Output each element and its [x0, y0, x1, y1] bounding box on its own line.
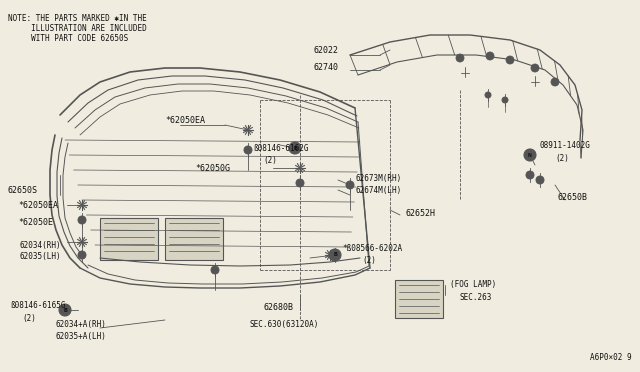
Circle shape — [329, 249, 341, 261]
Circle shape — [524, 149, 536, 161]
Text: *62050G: *62050G — [195, 164, 230, 173]
Text: 08911-1402G: 08911-1402G — [540, 141, 591, 150]
Text: 62650S: 62650S — [8, 186, 38, 195]
Circle shape — [526, 171, 534, 179]
Text: (2): (2) — [22, 314, 36, 323]
Circle shape — [506, 56, 514, 64]
Text: 62673M(RH): 62673M(RH) — [355, 173, 401, 183]
Bar — [100, 218, 158, 260]
Bar — [395, 280, 443, 318]
Text: (2): (2) — [263, 155, 277, 164]
Text: NOTE: THE PARTS MARKED ✱IN THE: NOTE: THE PARTS MARKED ✱IN THE — [8, 14, 147, 23]
Circle shape — [485, 92, 491, 98]
Circle shape — [536, 176, 544, 184]
Text: B: B — [333, 253, 337, 257]
Text: SEC.263: SEC.263 — [460, 294, 492, 302]
Bar — [165, 218, 223, 260]
Text: 62022: 62022 — [313, 45, 338, 55]
Circle shape — [486, 52, 494, 60]
Circle shape — [331, 251, 339, 259]
Text: 62035(LH): 62035(LH) — [20, 253, 61, 262]
Text: *ß08566-6202A: *ß08566-6202A — [342, 244, 402, 253]
Text: N: N — [528, 153, 532, 157]
Text: 62652H: 62652H — [405, 208, 435, 218]
Circle shape — [502, 97, 508, 103]
Text: *62050EA: *62050EA — [165, 115, 205, 125]
Circle shape — [296, 179, 304, 187]
Circle shape — [456, 54, 464, 62]
Text: (FOG LAMP): (FOG LAMP) — [450, 280, 496, 289]
Circle shape — [211, 266, 219, 274]
Text: B: B — [293, 145, 297, 151]
Circle shape — [346, 181, 354, 189]
Circle shape — [78, 216, 86, 224]
Text: *62050E: *62050E — [18, 218, 53, 227]
Text: 62680B: 62680B — [263, 304, 293, 312]
Text: ß08146-6165G: ß08146-6165G — [10, 301, 65, 310]
Circle shape — [551, 78, 559, 86]
Circle shape — [244, 146, 252, 154]
Text: A6P0×02 9: A6P0×02 9 — [590, 353, 632, 362]
Circle shape — [289, 142, 301, 154]
Text: 62034(RH): 62034(RH) — [20, 241, 61, 250]
Text: ß08146-6162G: ß08146-6162G — [253, 144, 308, 153]
Text: ILLUSTRATION ARE INCLUDED: ILLUSTRATION ARE INCLUDED — [8, 24, 147, 33]
Circle shape — [531, 64, 539, 72]
Text: B: B — [63, 308, 67, 312]
Text: WITH PART CODE 62650S: WITH PART CODE 62650S — [8, 34, 128, 43]
Text: 62740: 62740 — [313, 62, 338, 71]
Text: 62035+A(LH): 62035+A(LH) — [55, 333, 106, 341]
Text: SEC.630(63120A): SEC.630(63120A) — [250, 321, 319, 330]
Text: 62650B: 62650B — [558, 192, 588, 202]
Text: *62050EA: *62050EA — [18, 201, 58, 209]
Text: (2): (2) — [362, 256, 376, 264]
Circle shape — [78, 251, 86, 259]
Text: (2): (2) — [555, 154, 569, 163]
Circle shape — [59, 304, 71, 316]
Text: 62034+A(RH): 62034+A(RH) — [55, 321, 106, 330]
Text: 62674M(LH): 62674M(LH) — [355, 186, 401, 195]
